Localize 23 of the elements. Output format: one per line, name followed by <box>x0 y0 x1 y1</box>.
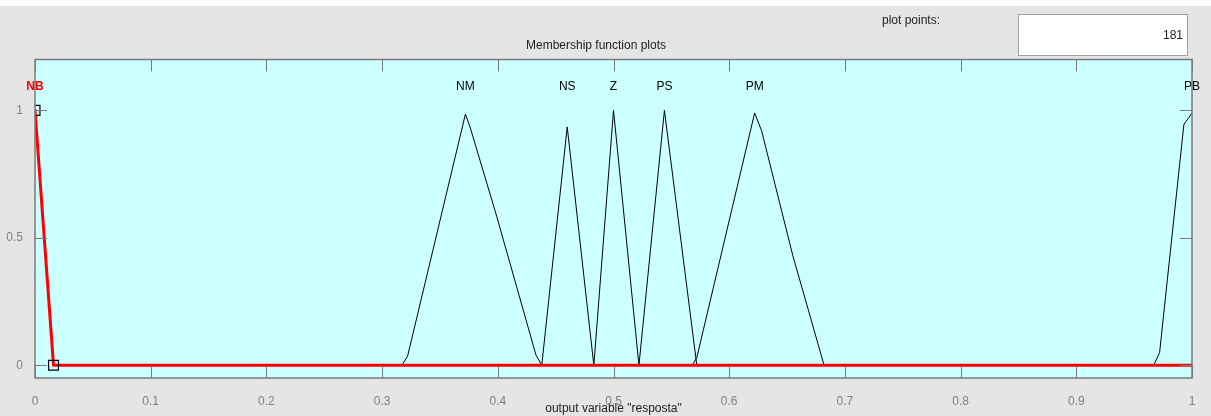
x-tick-label: 0.8 <box>952 393 970 408</box>
series-label: Z <box>609 78 618 93</box>
text: NS <box>558 78 576 93</box>
x-tick-label: 0.9 <box>1067 393 1085 408</box>
text-field: 181 <box>1018 14 1188 56</box>
x-tick-label: 0.4 <box>489 393 507 408</box>
series-label: NM <box>456 78 475 93</box>
y-tick-label: 1 <box>16 102 24 117</box>
x-tick-label: 0 <box>31 393 39 408</box>
chart-title: Membership function plots <box>525 37 667 52</box>
series-label: NB <box>26 78 44 93</box>
series-label: PS <box>656 78 673 93</box>
y-tick-label: 0 <box>16 357 24 372</box>
series-label: PM <box>745 78 764 93</box>
x-tick-label: 0.7 <box>836 393 854 408</box>
series-label: PB <box>1183 78 1201 93</box>
x-tick-label: 1 <box>1188 393 1196 408</box>
x-tick-label: 0.1 <box>142 393 160 408</box>
x-tick-label: 0.6 <box>720 393 738 408</box>
x-tick-label: 0.3 <box>373 393 391 408</box>
y-tick-label: 0.5 <box>6 230 24 245</box>
x-tick-label: 0.2 <box>258 393 276 408</box>
text: plot points: <box>881 13 940 27</box>
